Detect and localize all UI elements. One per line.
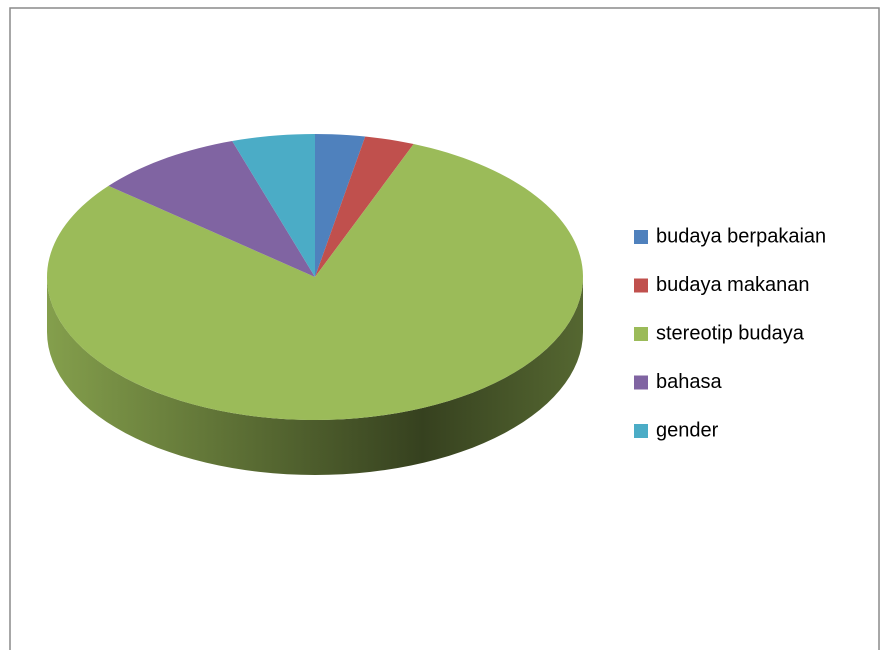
- pie-slice: [47, 144, 583, 420]
- legend-swatch: [634, 230, 648, 244]
- legend-swatch: [634, 278, 648, 293]
- legend-label: budaya berpakaian: [656, 225, 826, 247]
- pie-slice: [108, 140, 316, 277]
- legend-label: gender: [656, 419, 719, 441]
- legend-label: bahasa: [656, 371, 722, 393]
- legend-swatch: [634, 424, 648, 438]
- pie-slice: [315, 134, 366, 277]
- legend-swatch: [634, 375, 648, 390]
- pie-slice: [315, 136, 414, 277]
- pie-side: [47, 277, 583, 475]
- legend-label: budaya makanan: [656, 274, 809, 296]
- legend-swatch: [634, 327, 648, 341]
- pie-slice: [232, 134, 315, 277]
- legend-label: stereotip budaya: [656, 322, 805, 344]
